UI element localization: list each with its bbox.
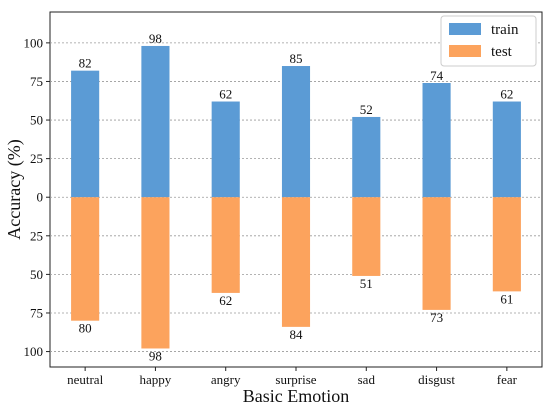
y-tick-label: 75 [30, 74, 43, 89]
legend-swatch-test [449, 45, 481, 57]
y-tick-label: 0 [37, 190, 44, 205]
bar-test-surprise [281, 197, 311, 327]
data-label-train-neutral: 82 [79, 56, 92, 71]
data-label-test-sad: 51 [360, 276, 373, 291]
y-axis-title: Accuracy (%) [4, 139, 25, 239]
bars [71, 45, 521, 349]
x-axis-title: Basic Emotion [243, 386, 350, 406]
bar-test-angry [211, 197, 240, 293]
data-label-train-surprise: 85 [290, 51, 303, 66]
data-label-test-surprise: 84 [290, 327, 304, 342]
bar-test-fear [492, 197, 521, 292]
x-tick-label: angry [211, 372, 241, 387]
bar-train-disgust [422, 83, 451, 198]
bar-test-neutral [71, 197, 100, 321]
legend-label-train: train [491, 22, 519, 38]
x-tick-label: fear [497, 372, 518, 387]
data-label-test-angry: 62 [219, 293, 232, 308]
x-tick-label: disgust [418, 372, 455, 387]
y-tick-label: 50 [30, 113, 43, 128]
y-tick-label: 100 [24, 344, 44, 359]
data-label-test-fear: 61 [500, 291, 513, 306]
x-tick-label: surprise [275, 372, 316, 387]
data-label-test-neutral: 80 [79, 321, 92, 336]
y-tick-label: 75 [30, 305, 43, 320]
bar-train-neutral [71, 70, 100, 198]
data-label-test-disgust: 73 [430, 310, 443, 325]
x-tick-label: sad [358, 372, 376, 387]
y-tick-label: 25 [30, 228, 43, 243]
x-tick-label: neutral [67, 372, 103, 387]
data-label-train-disgust: 74 [430, 68, 444, 83]
bar-test-sad [352, 197, 381, 276]
x-axis-ticks: neutral happy angry surprise sad disgust fear [67, 367, 518, 387]
bar-train-sad [352, 116, 381, 198]
data-label-test-happy: 98 [149, 348, 162, 363]
data-label-train-angry: 62 [219, 87, 232, 102]
x-tick-label: happy [140, 372, 172, 387]
data-label-train-sad: 52 [360, 102, 373, 117]
bar-train-surprise [281, 66, 311, 198]
data-label-train-happy: 98 [149, 31, 162, 46]
bar-test-happy [141, 197, 170, 349]
legend-label-test: test [491, 44, 513, 60]
data-label-train-fear: 62 [500, 87, 513, 102]
legend-swatch-train [449, 23, 481, 35]
bar-train-fear [492, 101, 521, 198]
y-tick-label: 100 [24, 35, 44, 50]
y-axis-ticks: 100 75 50 25 0 25 50 75 100 [24, 35, 50, 359]
bar-train-happy [141, 45, 170, 198]
bar-train-angry [211, 101, 240, 198]
y-tick-label: 25 [30, 151, 43, 166]
y-tick-label: 50 [30, 267, 43, 282]
bar-test-disgust [422, 197, 451, 310]
data-labels: 82 80 98 98 62 62 85 84 52 51 74 73 62 61 [79, 31, 514, 364]
legend: train test [440, 15, 537, 67]
